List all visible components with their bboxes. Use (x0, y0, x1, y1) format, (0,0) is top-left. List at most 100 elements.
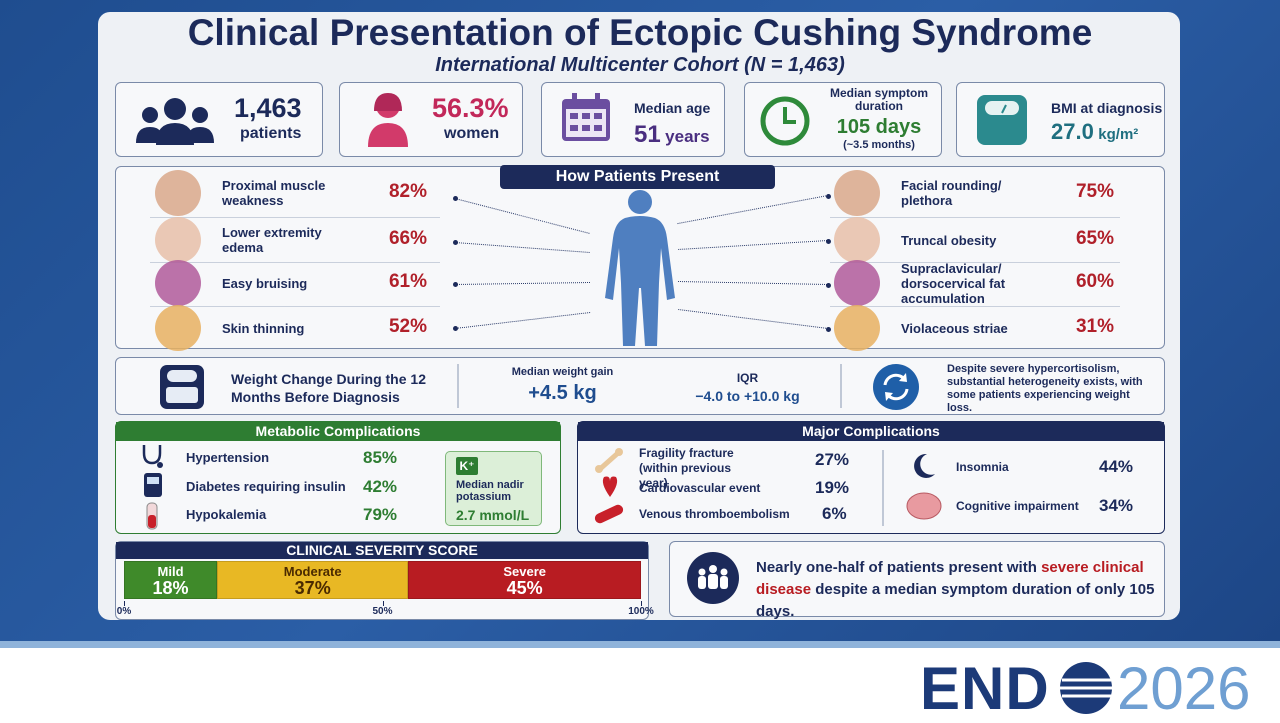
connector-dot (453, 326, 458, 331)
title: Clinical Presentation of Ectopic Cushing… (187, 12, 1093, 53)
stat-label: women (444, 125, 500, 142)
complication-value: 42% (363, 476, 398, 496)
people-icon (136, 98, 214, 145)
major-icons-right (906, 453, 942, 520)
complication-label: Venous thromboembolism (639, 507, 790, 521)
callout-before: Nearly one-half of patients present with (756, 559, 1037, 576)
panel-header: CLINICAL SEVERITY SCORE (116, 542, 648, 559)
subtitle: International Multicenter Cohort (N = 1,… (435, 54, 845, 76)
potassium-badge: K⁺ (456, 457, 478, 475)
row-separator (830, 261, 1120, 263)
weight-gain-label: Median weight gain (511, 366, 614, 378)
calendar-icon (562, 93, 610, 141)
stat-value: 51 (634, 121, 661, 148)
stat-unit: years (665, 127, 710, 146)
symptom-icon (155, 305, 201, 351)
complication-label: Hypokalemia (186, 507, 267, 522)
complication-value: 79% (363, 505, 398, 524)
separator (882, 450, 884, 526)
symptom-label: Violaceous striae (901, 320, 1008, 336)
symptom-value: 66% (388, 228, 428, 249)
callout-after: despite a median symptom duration of onl… (756, 581, 1155, 620)
weight-note: Despite severe hypercortisolism, substan… (947, 363, 1143, 414)
weight-panel (115, 357, 1165, 415)
stat-value: 56.3% (432, 93, 509, 123)
severity-segment (217, 561, 409, 599)
row-separator (830, 216, 1120, 218)
complication-value: 19% (815, 478, 850, 497)
complication-label: Hypertension (186, 450, 270, 465)
tick-mark (124, 601, 125, 606)
woman-icon (368, 93, 408, 147)
stat-box: Median age 51 years (541, 82, 725, 157)
connector-dot (826, 239, 831, 244)
complication-label: Cardiovascular event (639, 481, 761, 495)
scale-icon (977, 95, 1027, 145)
complication-label: Diabetes requiring insulin (186, 478, 346, 494)
stat-value: 1,463 (234, 93, 302, 123)
symptom-value: 75% (1075, 181, 1115, 202)
stat-label: Median age (634, 100, 711, 116)
severity-segment (124, 561, 218, 599)
row-separator (150, 305, 440, 307)
separator (457, 364, 459, 408)
symptom-label: Proximal muscle weakness (222, 178, 326, 208)
complication-value: 27% (815, 450, 850, 469)
callout-highlight: severe clinical disease (756, 559, 1144, 598)
stat-value: 105 days (836, 116, 922, 138)
stat-label: BMI at diagnosis (1051, 100, 1163, 116)
complication-value: 6% (822, 504, 847, 523)
stat-label: patients (240, 125, 302, 142)
callout-box (669, 541, 1165, 617)
panel-header: How Patients Present (500, 165, 775, 189)
connector-dot (826, 327, 831, 332)
complication-label: Insomnia (956, 460, 1009, 474)
weight-gain: +4.5 kg (528, 382, 597, 404)
body-silhouette (605, 190, 675, 346)
scale-icon (160, 365, 204, 409)
complication-label: Cognitive impairment (956, 499, 1079, 513)
connector-dot (453, 282, 458, 287)
callout-text: Nearly one-half of patients present with… (756, 557, 1156, 623)
complication-label: Fragility fracture (within previous year… (639, 446, 734, 490)
stat-label: Median symptom duration (829, 86, 928, 113)
complication-value: 44% (1099, 457, 1134, 476)
stat-box: 1,463 patients (115, 82, 323, 157)
tick-label: 0% (116, 606, 132, 617)
panel-header: Major Complications (578, 422, 1164, 441)
symptom-label: Skin thinning (222, 320, 305, 336)
row-separator (830, 305, 1120, 307)
tick-mark (641, 601, 642, 606)
logo-left: END (920, 655, 1050, 722)
symptom-label: Truncal obesity (901, 232, 997, 248)
complication-value: 34% (1099, 496, 1134, 515)
major-icons-left (594, 448, 624, 524)
stat-box: BMI at diagnosis 27.0 kg/m² (956, 82, 1165, 157)
stat-box: Median symptom duration 105 days (~3.5 m… (744, 82, 942, 157)
segment-value: 45% (506, 578, 543, 598)
tick-mark (382, 601, 384, 606)
potassium-label: Median nadir potassium (456, 479, 524, 503)
connector-dot (453, 240, 458, 245)
symptom-value: 65% (1075, 228, 1115, 249)
symptom-icon (834, 305, 880, 351)
symptom-icon (155, 217, 201, 263)
cycle-icon (873, 364, 919, 410)
weight-title: Weight Change During the 12 Months Befor… (231, 371, 426, 405)
symptom-label: Easy bruising (222, 275, 308, 291)
symptom-value: 31% (1075, 316, 1115, 337)
symptom-value: 61% (388, 271, 428, 292)
symptom-icon (834, 170, 880, 216)
logo-right: 2026 (1117, 655, 1251, 722)
symptom-icon (155, 260, 201, 306)
symptom-label: Facial rounding/ plethora (901, 178, 1002, 208)
segment-name: Mild (157, 564, 184, 579)
segment-name: Moderate (283, 564, 342, 579)
symptom-value: 60% (1075, 271, 1115, 292)
iqr-value: −4.0 to +10.0 kg (695, 388, 800, 404)
metabolic-icons (142, 445, 163, 530)
symptom-value: 52% (388, 316, 428, 337)
logo-globe (1060, 662, 1113, 714)
panel-header: Metabolic Complications (116, 422, 560, 441)
segment-value: 18% (152, 578, 189, 598)
